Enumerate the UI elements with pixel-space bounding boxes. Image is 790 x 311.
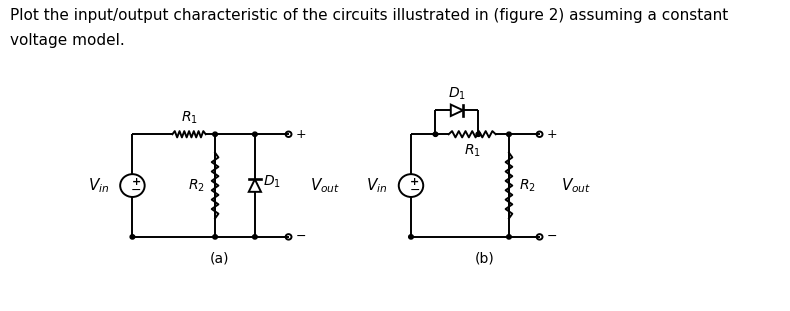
Text: +: + — [547, 128, 558, 141]
Text: +: + — [296, 128, 307, 141]
Text: $V_{out}$: $V_{out}$ — [561, 176, 591, 195]
Text: voltage model.: voltage model. — [10, 33, 125, 48]
Text: Plot the input/output characteristic of the circuits illustrated in (figure 2) a: Plot the input/output characteristic of … — [10, 8, 728, 23]
Text: (a): (a) — [210, 252, 229, 266]
Text: +: + — [131, 177, 141, 187]
Text: $V_{in}$: $V_{in}$ — [367, 176, 388, 195]
Circle shape — [408, 235, 413, 239]
Text: −: − — [296, 230, 307, 244]
Circle shape — [253, 235, 258, 239]
Text: $R_1$: $R_1$ — [464, 143, 480, 159]
Text: $R_2$: $R_2$ — [188, 177, 205, 194]
Text: $V_{in}$: $V_{in}$ — [88, 176, 109, 195]
Text: +: + — [410, 177, 419, 187]
Text: $V_{out}$: $V_{out}$ — [310, 176, 340, 195]
Circle shape — [506, 132, 511, 137]
Circle shape — [213, 132, 217, 137]
Circle shape — [253, 132, 258, 137]
Circle shape — [213, 235, 217, 239]
Circle shape — [476, 132, 480, 137]
Text: $R_2$: $R_2$ — [519, 177, 536, 194]
Circle shape — [433, 132, 438, 137]
Text: −: − — [547, 230, 558, 244]
Circle shape — [130, 235, 135, 239]
Text: $D_1$: $D_1$ — [448, 85, 466, 102]
Text: (b): (b) — [475, 252, 495, 266]
Text: −: − — [409, 184, 420, 197]
Text: $D_1$: $D_1$ — [263, 174, 281, 190]
Text: $R_1$: $R_1$ — [181, 109, 198, 126]
Text: −: − — [131, 184, 141, 197]
Circle shape — [506, 235, 511, 239]
